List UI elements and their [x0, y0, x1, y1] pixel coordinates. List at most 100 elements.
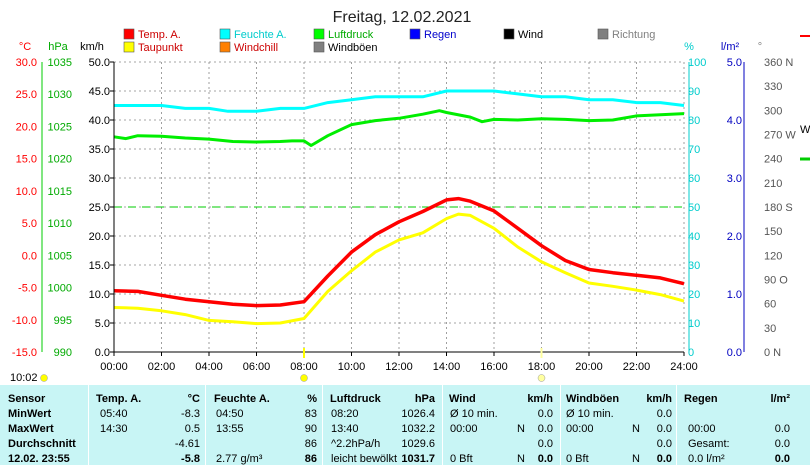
humidity-tick-label: 60	[688, 173, 700, 185]
rain-time: 0.0 l/m²	[688, 453, 725, 465]
gust-value: 0.0	[656, 453, 672, 465]
edge-label-w: W	[800, 124, 810, 136]
header-rain-unit: l/m²	[770, 393, 790, 405]
temp-tick-label: 30.0	[16, 57, 37, 69]
wind-direction: N	[517, 453, 525, 465]
humidity-time: 2.77 g/m³	[216, 453, 263, 465]
x-tick-label: 10:00	[338, 361, 366, 373]
temp-tick-label: 0.0	[22, 250, 37, 262]
legend-swatch	[313, 28, 325, 40]
legend-label: Richtung	[612, 29, 655, 41]
humidity-tick-label: 80	[688, 115, 700, 127]
header-humidity: Feuchte A.	[214, 393, 270, 405]
temp-tick-label: 25.0	[16, 89, 37, 101]
pressure-tick-label: 1015	[48, 186, 72, 198]
x-tick-label: 20:00	[575, 361, 603, 373]
x-tick-label: 14:00	[433, 361, 461, 373]
humidity-tick-label: 30	[688, 260, 700, 272]
wind-axis-unit: km/h	[80, 41, 104, 53]
wind-tick-label: 15.0	[89, 260, 110, 272]
x-tick-label: 06:00	[243, 361, 271, 373]
time-marker-dot	[300, 374, 308, 382]
row-label: MaxWert	[8, 423, 54, 435]
column-divider	[560, 385, 561, 465]
humidity-time: 04:50	[216, 408, 244, 420]
rain-axis-unit: l/m²	[721, 41, 740, 53]
rain-time: 00:00	[688, 423, 716, 435]
time-marker-dot	[40, 374, 48, 382]
wind-tick-label: 30.0	[89, 173, 110, 185]
column-divider	[442, 385, 443, 465]
pressure-tick-label: 1005	[48, 250, 72, 262]
humidity-time: 13:55	[216, 423, 244, 435]
wind-tick-label: 10.0	[89, 289, 110, 301]
x-tick-label: 00:00	[100, 361, 128, 373]
row-label: 12.02. 23:55	[8, 453, 70, 465]
wind-time: 0 Bft	[450, 453, 473, 465]
rain-value: 0.0	[774, 453, 790, 465]
temp-time: 14:30	[100, 423, 128, 435]
gust-time: 00:00	[566, 423, 594, 435]
humidity-value: 90	[304, 423, 317, 435]
temp-tick-label: 5.0	[22, 218, 37, 230]
legend: Temp. A. Feuchte A. Luftdruck Regen Wind Rich…	[123, 28, 655, 54]
pressure-tick-label: 995	[54, 315, 72, 327]
axis-units: °C hPa km/h% l/m² °	[19, 41, 762, 53]
column-divider	[676, 385, 677, 465]
temp-tick-label: 10.0	[16, 186, 37, 198]
direction-axis-unit: °	[758, 41, 762, 53]
header-pressure: Luftdruck	[330, 393, 381, 405]
direction-tick-label: 0 N	[764, 347, 781, 359]
header-temp: Temp. A.	[96, 393, 142, 405]
wind-time: 00:00	[450, 423, 478, 435]
row-label: MinWert	[8, 408, 52, 420]
wind-time: Ø 10 min.	[450, 408, 498, 420]
legend-item: Temp. A.	[123, 28, 181, 41]
legend-label: Windböen	[328, 42, 378, 54]
row-label: Durchschnitt	[8, 438, 76, 450]
legend-item: Luftdruck	[313, 28, 374, 41]
wind-tick-label: 0.0	[95, 347, 110, 359]
rain-tick-label: 2.0	[727, 231, 742, 243]
pressure-line	[113, 109, 685, 147]
humidity-axis-unit: %	[684, 41, 694, 53]
humidity-value: 86	[304, 453, 317, 465]
header-wind: Wind	[449, 393, 476, 405]
pressure-value: 1032.2	[401, 423, 435, 435]
pressure-tick-label: 990	[54, 347, 72, 359]
column-divider	[88, 385, 89, 465]
wind-tick-label: 5.0	[95, 318, 110, 330]
direction-tick-label: 300	[764, 105, 782, 117]
temp-tick-label: -10.0	[12, 315, 37, 327]
pressure-time: ^2.2hPa/h	[331, 438, 381, 450]
direction-tick-label: 120	[764, 250, 782, 262]
time-markers: 10:02	[10, 348, 546, 384]
pressure-tick-label: 1020	[48, 154, 72, 166]
rain-value: 0.0	[774, 423, 790, 435]
wind-value: 0.0	[537, 408, 553, 420]
legend-swatch	[503, 28, 515, 40]
gust-direction: N	[632, 423, 640, 435]
legend-swatch	[409, 28, 421, 40]
legend-swatch	[313, 41, 325, 53]
pressure-value: 1026.4	[401, 408, 435, 420]
humidity-tick-label: 70	[688, 144, 700, 156]
dewpoint-line	[113, 212, 685, 326]
pressure-time: leicht bewölkt	[331, 453, 398, 465]
temp-time: 05:40	[100, 408, 128, 420]
wind-direction: N	[517, 423, 525, 435]
legend-label: Feuchte A.	[234, 29, 287, 41]
direction-tick-label: 180 S	[764, 202, 793, 214]
wind-value: 0.0	[537, 438, 553, 450]
wind-tick-label: 40.0	[89, 115, 110, 127]
x-tick-label: 22:00	[623, 361, 651, 373]
x-tick-label: 04:00	[195, 361, 223, 373]
direction-tick-label: 210	[764, 178, 782, 190]
temperature-line	[113, 196, 685, 308]
legend-label: Taupunkt	[138, 42, 183, 54]
temp-value: -8.3	[181, 408, 200, 420]
humidity-value: 86	[304, 438, 317, 450]
legend-swatch	[123, 28, 135, 40]
direction-tick-label: 240	[764, 154, 782, 166]
humidity-tick-label: 50	[688, 202, 700, 214]
